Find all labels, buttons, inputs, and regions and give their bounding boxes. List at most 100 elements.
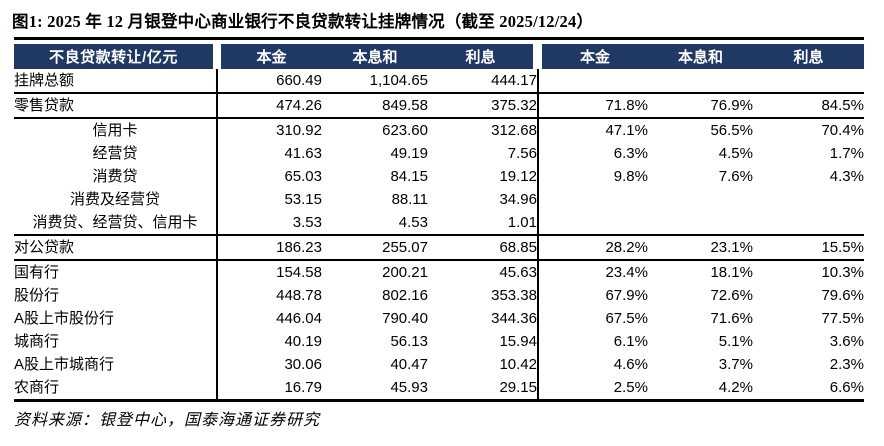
amount-cell: 3.53 (217, 211, 322, 236)
figure-title: 图1: 2025 年 12 月银登中心商业银行不良贷款转让挂牌情况（截至 202… (12, 12, 594, 31)
table-row: 对公贷款 186.23 255.07 68.85 28.2% 23.1% 15.5% (14, 235, 864, 261)
row-label: 股份行 (14, 284, 218, 307)
row-label: 信用卡 (14, 118, 218, 142)
row-label: 国有行 (14, 260, 218, 284)
amount-cell: 4.53 (322, 211, 428, 236)
header-gap (213, 44, 221, 69)
table-row: 信用卡 310.92 623.60 312.68 47.1% 56.5% 70.4% (14, 118, 864, 142)
amount-cell: 34.96 (428, 188, 539, 211)
share-cell: 23.4% (605, 264, 648, 281)
amount-cell: 1.01 (428, 211, 539, 236)
share-cell (538, 69, 648, 94)
row-label: A股上市城商行 (14, 353, 218, 376)
col-header-principal-plus-interest: 本息和 (352, 49, 398, 66)
share-cell: 2.3% (829, 356, 864, 373)
share-cell: 76.9% (648, 93, 753, 119)
share-cell: 15.5% (753, 235, 864, 261)
amount-cell: 84.15 (390, 168, 428, 185)
amount-cell: 446.04 (276, 310, 322, 327)
share-cell: 4.5% (718, 145, 753, 162)
amount-cell: 310.92 (276, 122, 322, 139)
row-label: 消费及经营贷 (14, 188, 218, 211)
amount-cell: 353.38 (428, 284, 539, 307)
amount-cell: 45.93 (390, 379, 428, 396)
share-cell: 72.6% (710, 287, 753, 304)
amount-cell: 56.13 (390, 333, 428, 350)
table-header-row: 不良贷款转让/亿元 本金 本息和 利息 本金 本息和 利息 (14, 44, 864, 69)
amount-cell: 186.23 (217, 235, 322, 261)
share-cell: 9.8% (613, 168, 648, 185)
amount-cell: 53.15 (284, 191, 322, 208)
share-cell: 2.5% (613, 379, 648, 396)
row-label: 城商行 (14, 330, 218, 353)
amount-cell: 15.94 (428, 330, 539, 353)
amount-cell: 45.63 (428, 260, 539, 284)
table-row: 消费贷、经营贷、信用卡 3.53 4.53 1.01 (14, 211, 864, 236)
share-cell: 77.5% (821, 310, 864, 327)
table-row: 零售贷款 474.26 849.58 375.32 71.8% 76.9% 84.5% (14, 93, 864, 119)
amount-cell: 802.16 (382, 287, 428, 304)
amount-cell: 154.58 (276, 264, 322, 281)
amount-cell: 7.56 (428, 142, 539, 165)
share-cell: 6.3% (613, 145, 648, 162)
share-cell: 1.7% (829, 145, 864, 162)
column-header-unit: 不良贷款转让/亿元 (14, 44, 213, 69)
table-row: 挂牌总额 660.49 1,104.65 444.17 (14, 69, 864, 94)
row-label: 消费贷、经营贷、信用卡 (14, 211, 218, 236)
amount-cell: 49.19 (390, 145, 428, 162)
share-cell: 56.5% (710, 122, 753, 139)
table-body-grid: 挂牌总额 660.49 1,104.65 444.17 零售贷款 474.26 849.58… (14, 69, 864, 399)
col-header-principal-share: 本金 (579, 49, 610, 66)
col-header-principal-plus-interest-share: 本息和 (677, 49, 723, 66)
amount-cell: 40.19 (284, 333, 322, 350)
row-label: 对公贷款 (14, 235, 218, 261)
share-cell (648, 211, 753, 236)
share-cell (648, 69, 753, 94)
table-row: 消费贷 65.03 84.15 19.12 9.8% 7.6% 4.3% (14, 165, 864, 188)
table-row: 经营贷 41.63 49.19 7.56 6.3% 4.5% 1.7% (14, 142, 864, 165)
header-gap (533, 44, 542, 69)
row-label: 挂牌总额 (14, 69, 218, 94)
amount-cell: 41.63 (284, 145, 322, 162)
amount-cell: 16.79 (284, 379, 322, 396)
amount-cell: 88.11 (391, 191, 428, 208)
amount-cell: 30.06 (284, 356, 322, 373)
amount-cell: 790.40 (382, 310, 428, 327)
amount-cell: 29.15 (428, 376, 539, 399)
share-cell: 10.3% (821, 264, 864, 281)
share-cell (753, 188, 864, 211)
amount-cell: 255.07 (322, 235, 428, 261)
row-label: 农商行 (14, 376, 218, 399)
col-header-principal: 本金 (256, 49, 287, 66)
col-header-interest-share: 利息 (793, 49, 824, 66)
share-cell: 79.6% (821, 287, 864, 304)
share-cell: 67.5% (605, 310, 648, 327)
share-cell (753, 69, 864, 94)
amount-cell: 474.26 (217, 93, 322, 119)
col-header-interest: 利息 (465, 49, 496, 66)
share-cell: 23.1% (648, 235, 753, 261)
amount-cell: 200.21 (382, 264, 428, 281)
table-body: 挂牌总额 660.49 1,104.65 444.17 零售贷款 474.26 849.58… (14, 69, 864, 399)
share-cell: 3.7% (718, 356, 753, 373)
row-label: 消费贷 (14, 165, 218, 188)
share-cell (538, 188, 648, 211)
amount-cell: 65.03 (284, 168, 322, 185)
share-cell: 3.6% (829, 333, 864, 350)
share-cell: 4.6% (613, 356, 648, 373)
share-cell: 6.6% (829, 379, 864, 396)
amount-cell: 40.47 (390, 356, 428, 373)
share-cell: 5.1% (718, 333, 753, 350)
share-cell: 84.5% (753, 93, 864, 119)
share-cell (538, 211, 648, 236)
table-top-border (14, 37, 864, 40)
table-bottom-border (14, 399, 864, 402)
amount-header-group: 本金 本息和 利息 (221, 44, 533, 69)
data-source-note: 资料来源：银登中心，国泰海通证券研究 (14, 412, 321, 429)
table-row: 股份行 448.78 802.16 353.38 67.9% 72.6% 79.6% (14, 284, 864, 307)
row-label: A股上市股份行 (14, 307, 218, 330)
amount-cell: 344.36 (428, 307, 539, 330)
amount-cell: 444.17 (428, 69, 539, 94)
amount-cell: 448.78 (276, 287, 322, 304)
